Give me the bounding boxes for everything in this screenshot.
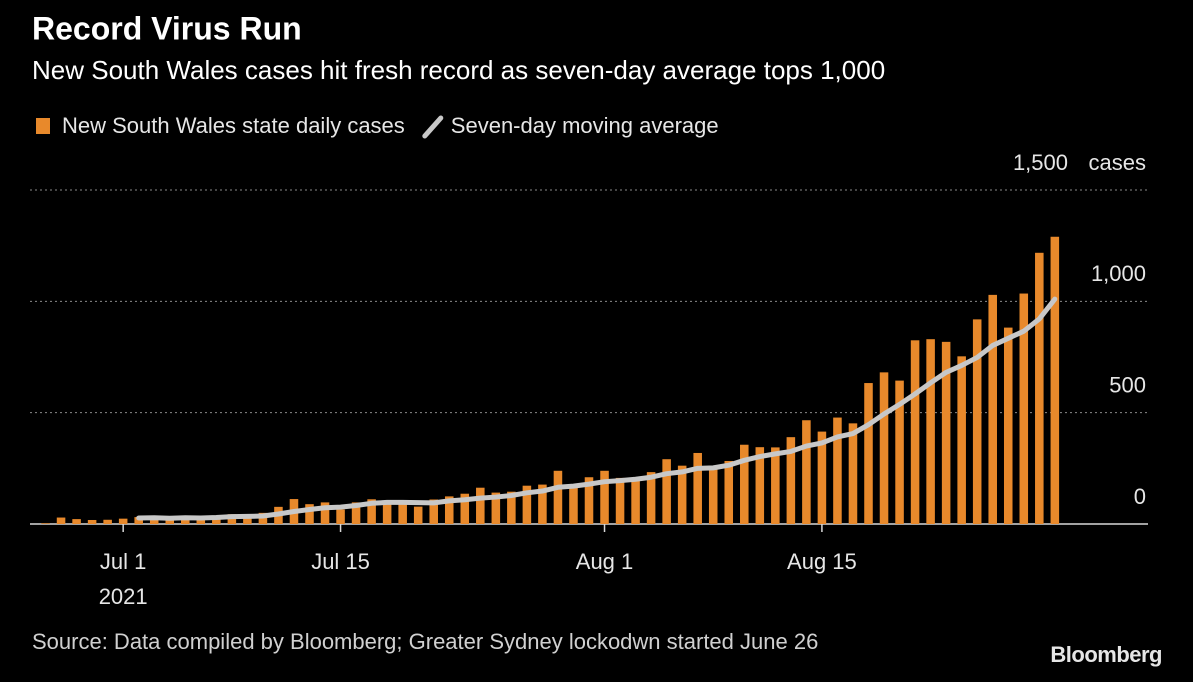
bar xyxy=(910,340,920,524)
bar xyxy=(103,519,112,524)
bar xyxy=(926,339,935,524)
bar xyxy=(631,479,640,524)
source-note: Source: Data compiled by Bloomberg; Grea… xyxy=(32,629,818,654)
bar xyxy=(988,294,997,524)
bar xyxy=(1019,293,1029,524)
bar xyxy=(413,506,423,524)
bar xyxy=(833,417,842,524)
bar xyxy=(771,447,780,524)
bar xyxy=(72,519,81,524)
bar xyxy=(398,502,407,524)
bar xyxy=(56,517,66,524)
bar xyxy=(708,465,718,524)
bar xyxy=(662,459,671,524)
x-tick-label: Aug 15 xyxy=(787,549,857,574)
bar xyxy=(957,356,966,524)
bar xyxy=(864,383,873,524)
bar xyxy=(336,509,345,524)
bar xyxy=(507,491,516,524)
bar xyxy=(895,380,904,524)
bar xyxy=(553,470,563,524)
brand: Bloomberg xyxy=(1050,642,1162,667)
bar xyxy=(1050,236,1060,524)
legend-label: Seven-day moving average xyxy=(451,113,719,138)
bar xyxy=(382,500,392,524)
bar xyxy=(802,420,811,524)
bar xyxy=(848,423,858,524)
bar xyxy=(569,486,578,524)
bar xyxy=(87,519,97,524)
legend-label: New South Wales state daily cases xyxy=(62,113,405,138)
x-tick-label: Jul 1 xyxy=(100,549,146,574)
bar xyxy=(476,487,485,524)
bar xyxy=(646,472,656,524)
y-tick-label: 500 xyxy=(1109,372,1146,397)
bar xyxy=(972,319,982,524)
x-tick-label: Aug 1 xyxy=(576,549,634,574)
bar xyxy=(118,518,128,524)
bar xyxy=(941,341,951,524)
bar xyxy=(460,493,470,524)
bar xyxy=(522,485,532,524)
y-unit-label: cases xyxy=(1089,150,1146,175)
bar xyxy=(444,496,454,524)
x-tick-label: Jul 15 xyxy=(311,549,370,574)
bar xyxy=(491,492,501,524)
bar xyxy=(196,517,206,524)
bar xyxy=(817,431,827,524)
chart-title: Record Virus Run xyxy=(32,10,302,46)
bar xyxy=(693,452,702,524)
bar xyxy=(243,514,252,524)
x-year-label: 2021 xyxy=(99,584,148,609)
moving-average-line xyxy=(136,296,1058,521)
bar xyxy=(538,484,547,524)
chart-subtitle: New South Wales cases hit fresh record a… xyxy=(32,55,885,85)
bar xyxy=(677,465,687,524)
bar xyxy=(165,520,175,524)
y-tick-label: 0 xyxy=(1134,484,1146,509)
bar xyxy=(351,502,361,524)
bar xyxy=(367,499,376,524)
bar xyxy=(879,372,889,524)
y-tick-label: 1,500 xyxy=(1013,150,1068,175)
bar xyxy=(786,437,796,524)
bar xyxy=(41,523,50,524)
bar xyxy=(1035,252,1044,525)
bar xyxy=(320,502,330,524)
bar xyxy=(584,477,594,524)
bar xyxy=(600,470,609,524)
y-tick-label: 1,000 xyxy=(1091,261,1146,286)
bar xyxy=(1003,327,1013,524)
bar xyxy=(615,477,625,524)
bar xyxy=(134,517,143,524)
bar xyxy=(755,447,765,524)
legend-swatch xyxy=(422,115,444,139)
bar xyxy=(740,444,749,524)
bar xyxy=(429,499,438,524)
bar xyxy=(724,460,734,524)
legend-swatch xyxy=(36,118,50,134)
bar xyxy=(305,504,314,524)
